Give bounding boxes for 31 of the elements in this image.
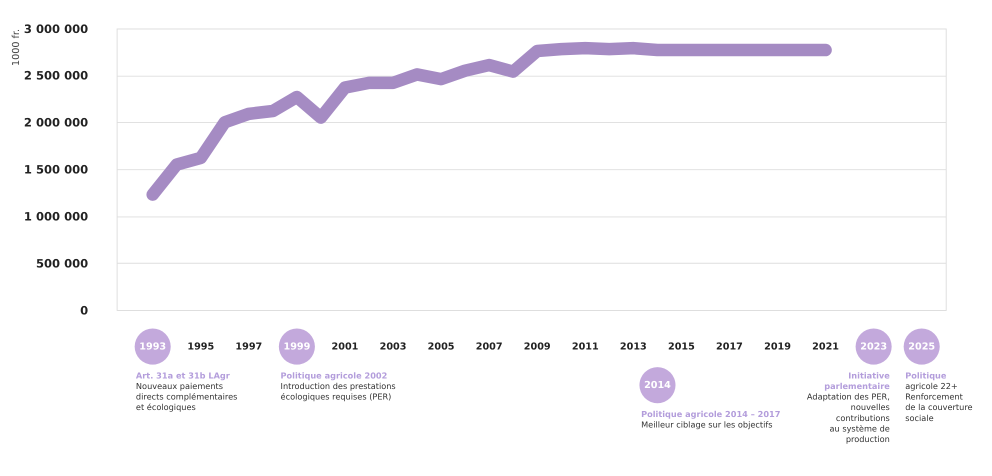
x-tick-label: 1997 — [235, 341, 262, 352]
y-tick-label: 500 000 — [36, 256, 88, 270]
x-tick-label: 2019 — [764, 341, 792, 352]
x-tick-label: 1995 — [187, 341, 214, 352]
x-tick-label: 2009 — [524, 341, 551, 352]
x-tick-label: 1999 — [283, 341, 311, 352]
x-tick-label: 2021 — [812, 341, 840, 352]
x-tick-label: 2023 — [860, 341, 888, 352]
x-tick-label: 1993 — [139, 341, 166, 352]
y-tick-label: 1 500 000 — [24, 162, 88, 177]
x-tick-label: 2007 — [476, 341, 503, 352]
x-tick-label: 2003 — [380, 341, 406, 352]
text: Art. 31a et 31b LAgr Nouveaux paiements directs complémentaires et écologiques — [136, 370, 238, 412]
x-tick-label: 2025 — [908, 341, 936, 352]
y-tick-label: 0 — [80, 303, 88, 318]
x-tick-label: 2005 — [428, 341, 455, 352]
x-tick-label: 2001 — [332, 341, 359, 352]
y-axis-title: 1000 fr. — [10, 28, 22, 66]
y-tick-label: 3 000 000 — [24, 22, 88, 36]
text: Initiative parlementaire Adaptation des PER, nouvelles contributions au système de production — [806, 370, 890, 444]
x-tick-label: 2015 — [668, 341, 696, 352]
x-tick-label: 2011 — [572, 341, 599, 352]
y-tick-label: 2 000 000 — [24, 116, 88, 130]
y-tick-label: 1 000 000 — [24, 209, 88, 224]
text: Politique agricole 2002 Introduction des prestations écologiques requises (PER) — [280, 370, 396, 402]
text: Politique agricole 22+ Renforcement de la couverture sociale — [905, 370, 973, 423]
x-tick-label: 2013 — [620, 341, 647, 352]
x-tick-label: 2017 — [716, 341, 743, 352]
y-tick-label: 2 500 000 — [24, 68, 88, 83]
text: 2014 — [644, 380, 672, 392]
text: Politique agricole 2014 – 2017 Meilleur ciblage sur les objectifs — [641, 408, 781, 430]
